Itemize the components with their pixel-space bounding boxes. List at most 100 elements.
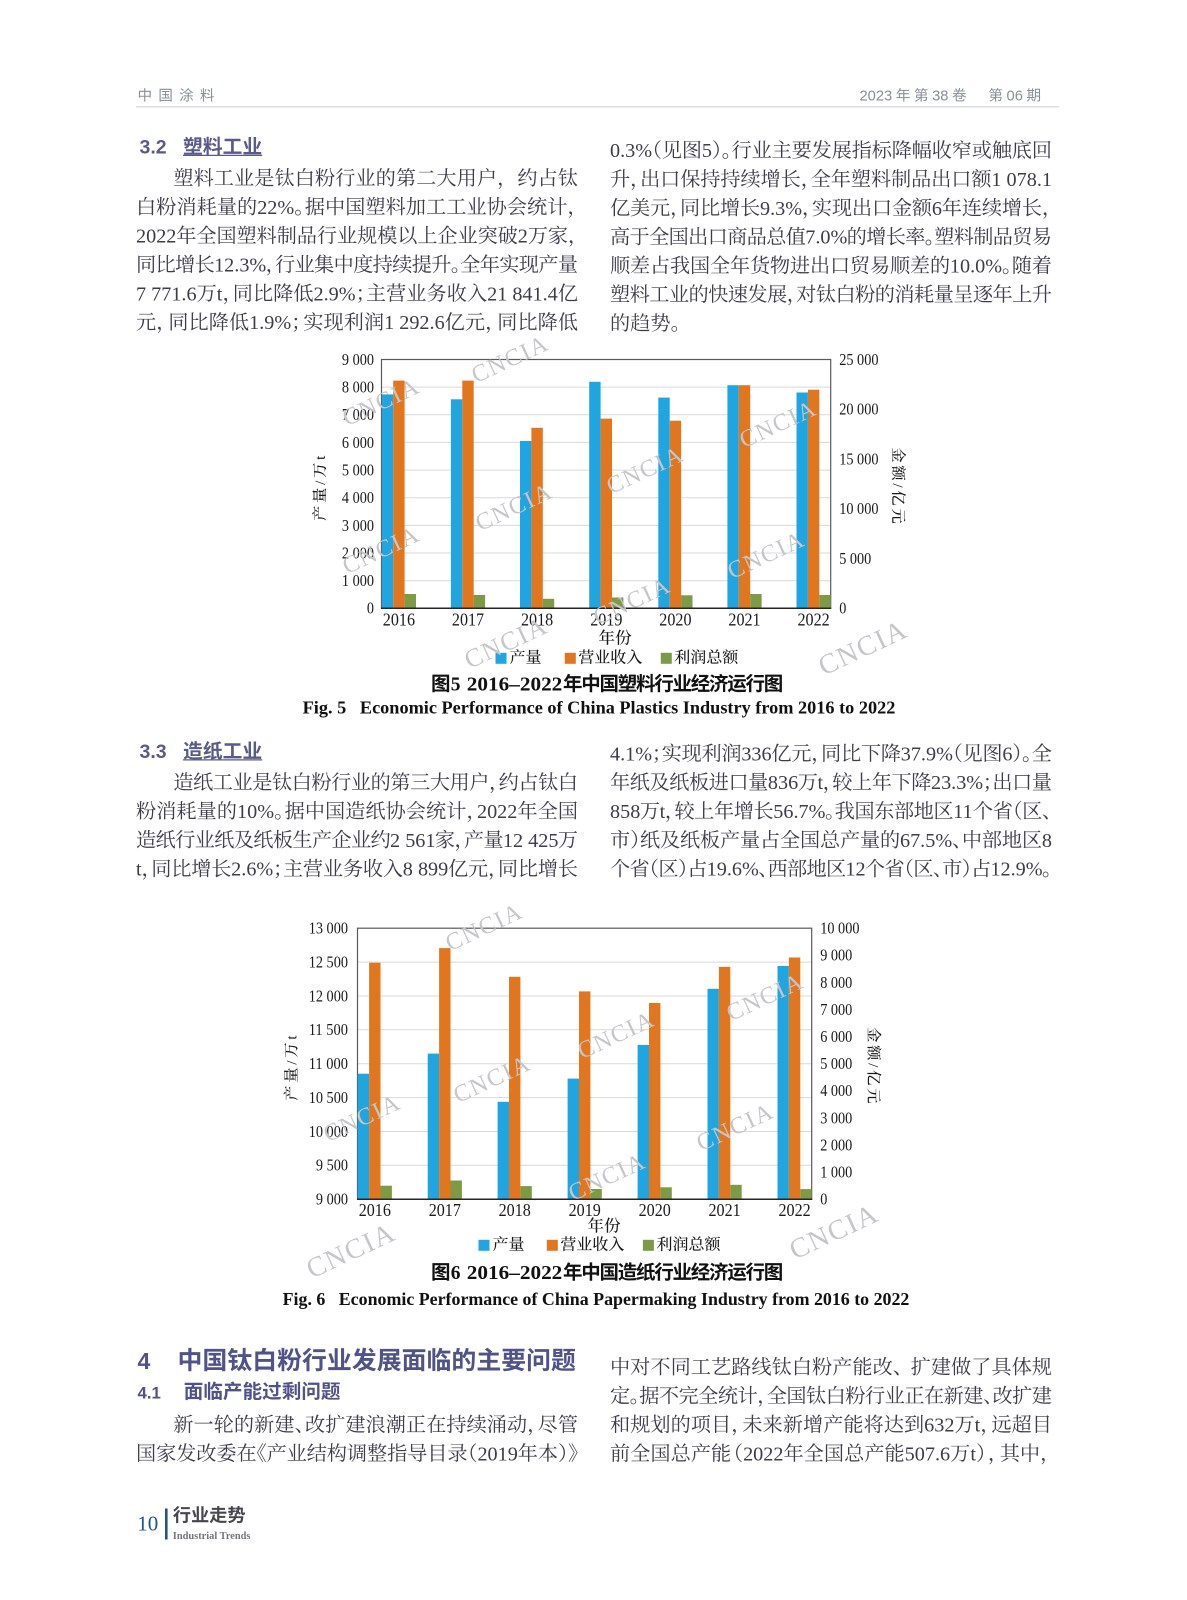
svg-text:0: 0 [839,599,846,618]
svg-text:t: t [217,283,223,305]
svg-text:507.6: 507.6 [905,1443,950,1465]
svg-text:2021: 2021 [709,1200,741,1220]
svg-text:5 000: 5 000 [839,549,871,568]
svg-text:6: 6 [932,198,942,220]
svg-text:2.6%: 2.6% [231,859,273,881]
svg-text:15 000: 15 000 [839,449,878,468]
svg-text:t: t [660,801,666,823]
svg-text:10 000: 10 000 [309,1122,348,1141]
svg-text:2016: 2016 [359,1200,391,1220]
svg-text:t: t [975,1415,981,1437]
svg-text:6 000: 6 000 [820,1027,852,1046]
svg-text:6: 6 [451,1263,461,1284]
svg-text:37.9%: 37.9% [901,743,953,765]
svg-text:t: t [817,772,823,794]
svg-text:/: / [865,1063,882,1068]
svg-text:2 000: 2 000 [342,543,374,562]
svg-text:12 000: 12 000 [309,986,348,1005]
svg-text:2020: 2020 [659,610,691,630]
svg-text:Fig. 6 Economic Performance: Fig. 6 Economic Performance of China Pap… [283,1289,910,1309]
svg-text:10 000: 10 000 [839,499,878,518]
svg-text:11 500: 11 500 [309,1020,348,1039]
svg-text:7 000: 7 000 [342,405,374,424]
svg-text:8 000: 8 000 [820,973,852,992]
svg-text:23.3%: 23.3% [931,772,983,794]
svg-text:11 000: 11 000 [309,1054,348,1073]
svg-text:13 000: 13 000 [309,919,348,938]
svg-text:2019: 2019 [569,1200,601,1220]
svg-text:4 000: 4 000 [820,1081,852,1100]
svg-text:0.3%: 0.3% [610,140,652,162]
svg-text:3 000: 3 000 [820,1108,852,1127]
svg-text:t: t [970,1443,976,1465]
svg-text:1.9%: 1.9% [249,312,291,334]
svg-text:1 078.1: 1 078.1 [991,169,1052,191]
svg-text:t: t [284,1035,301,1040]
svg-text:9 500: 9 500 [316,1156,348,1175]
svg-text:12: 12 [845,859,865,881]
svg-text:1 000: 1 000 [342,571,374,590]
svg-text:3 000: 3 000 [342,516,374,535]
svg-text:2023: 2023 [860,88,893,104]
svg-text:06: 06 [1007,88,1023,104]
svg-text:t: t [312,455,329,460]
svg-text:11: 11 [953,801,972,823]
svg-text:2017: 2017 [429,1200,461,1220]
svg-text:10.0%: 10.0% [950,256,1002,278]
svg-text:5: 5 [702,140,712,162]
svg-text:Industrial Trends: Industrial Trends [173,1531,251,1542]
svg-text:6 000: 6 000 [342,433,374,452]
svg-text:2016–2022: 2016–2022 [467,1263,563,1284]
svg-text:/: / [284,1060,301,1065]
svg-text:5 000: 5 000 [342,461,374,480]
svg-text:7.0%: 7.0% [805,227,847,249]
svg-text:19.6%: 19.6% [707,859,759,881]
svg-text:336: 336 [741,743,771,765]
svg-text:2016–2022: 2016–2022 [467,675,563,696]
svg-text:4.1%: 4.1% [610,743,652,765]
svg-text:2020: 2020 [639,1200,671,1220]
svg-text:8: 8 [1042,830,1052,852]
svg-text:7 000: 7 000 [820,1000,852,1019]
svg-text:67.5%: 67.5% [900,830,952,852]
svg-text:858: 858 [610,801,640,823]
svg-text:2018: 2018 [499,1200,531,1220]
svg-text:5: 5 [451,675,461,696]
svg-text:6: 6 [1002,743,1012,765]
svg-text:2021: 2021 [728,610,760,630]
svg-text:Fig. 5 Economic Performance: Fig. 5 Economic Performance of China Pla… [303,698,896,718]
svg-text:21 841.4: 21 841.4 [487,283,558,305]
svg-text:2 561: 2 561 [390,830,435,852]
svg-text:2019: 2019 [477,1443,517,1465]
svg-text:2022: 2022 [136,226,176,248]
svg-text:2017: 2017 [452,610,484,630]
svg-text:5 000: 5 000 [820,1054,852,1073]
svg-text:10: 10 [137,1512,158,1536]
svg-text:/: / [889,483,906,488]
svg-text:4: 4 [138,1348,151,1374]
svg-text:836: 836 [768,772,798,794]
svg-text:2022: 2022 [779,1200,811,1220]
svg-text:22%: 22% [257,197,294,219]
svg-text:2018: 2018 [521,610,553,630]
svg-text:25 000: 25 000 [839,350,878,369]
svg-text:3.2: 3.2 [140,137,167,159]
svg-text:0: 0 [820,1190,827,1209]
svg-text:12 425: 12 425 [503,830,559,852]
svg-text:56.7%: 56.7% [773,801,825,823]
svg-text:/: / [312,480,329,485]
svg-text:1 000: 1 000 [820,1163,852,1182]
svg-text:2022: 2022 [798,610,830,630]
svg-text:2022: 2022 [743,1443,783,1465]
svg-text:3.3: 3.3 [140,741,167,763]
svg-text:9 000: 9 000 [316,1190,348,1209]
svg-text:t: t [136,859,142,881]
svg-text:0: 0 [367,599,374,618]
svg-text:9 000: 9 000 [820,946,852,965]
svg-text:8 899: 8 899 [403,859,448,881]
svg-text:4 000: 4 000 [342,488,374,507]
svg-text:2: 2 [518,226,528,248]
svg-text:4.1: 4.1 [138,1383,161,1402]
svg-text:2.9%: 2.9% [314,283,356,305]
svg-text:2016: 2016 [383,610,415,630]
